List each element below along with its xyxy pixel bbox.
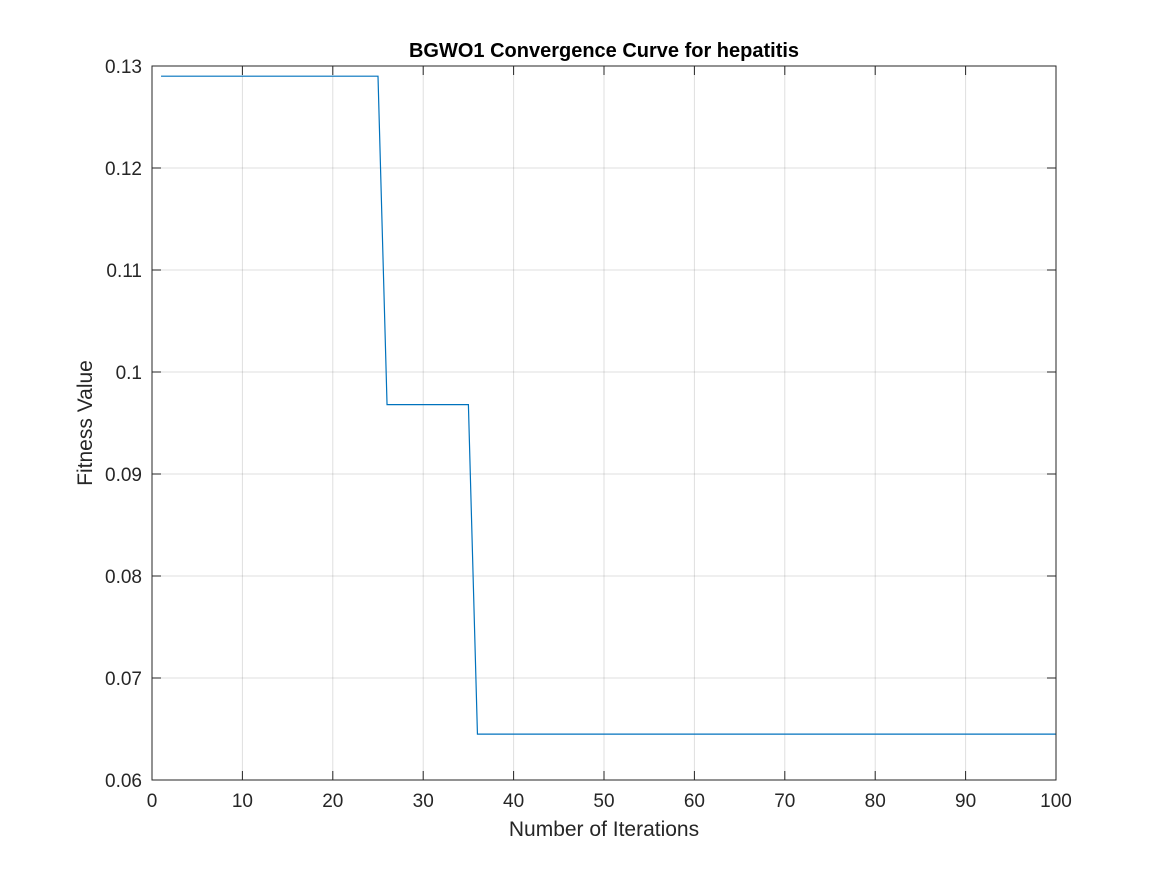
convergence-line — [161, 75, 1056, 735]
x-axis-label: Number of Iterations — [509, 818, 699, 841]
y-tick-label: 0.06 — [105, 771, 142, 792]
y-tick-label: 0.11 — [106, 261, 142, 282]
x-tick-label: 40 — [503, 791, 524, 812]
x-tick-label: 60 — [684, 791, 705, 812]
x-tick-label: 10 — [232, 791, 253, 812]
x-tick-label: 0 — [147, 791, 158, 812]
y-tick-label: 0.08 — [105, 567, 142, 588]
series-layer — [161, 75, 1056, 735]
x-tick-label: 100 — [1040, 791, 1072, 812]
y-tick-label: 0.09 — [105, 465, 142, 486]
x-tick-label: 50 — [593, 791, 614, 812]
x-tick-label: 20 — [322, 791, 343, 812]
x-tick-label: 90 — [955, 791, 976, 812]
x-tick-label: 80 — [865, 791, 886, 812]
y-tick-label: 0.07 — [105, 669, 142, 690]
axis-ticks: 0 10 20 30 40 50 60 70 80 90 100 0.06 0.07 0.08 0.09 0.… — [105, 57, 1072, 812]
y-tick-label: 0.1 — [116, 363, 142, 384]
y-tick-label: 0.13 — [105, 57, 142, 78]
plot-area — [152, 66, 1056, 780]
x-tick-label: 30 — [413, 791, 434, 812]
y-tick-label: 0.12 — [105, 159, 142, 180]
x-tick-label: 70 — [774, 791, 795, 812]
chart-title: BGWO1 Convergence Curve for hepatitis — [409, 40, 799, 62]
y-axis-label: Fitness Value — [74, 360, 97, 486]
